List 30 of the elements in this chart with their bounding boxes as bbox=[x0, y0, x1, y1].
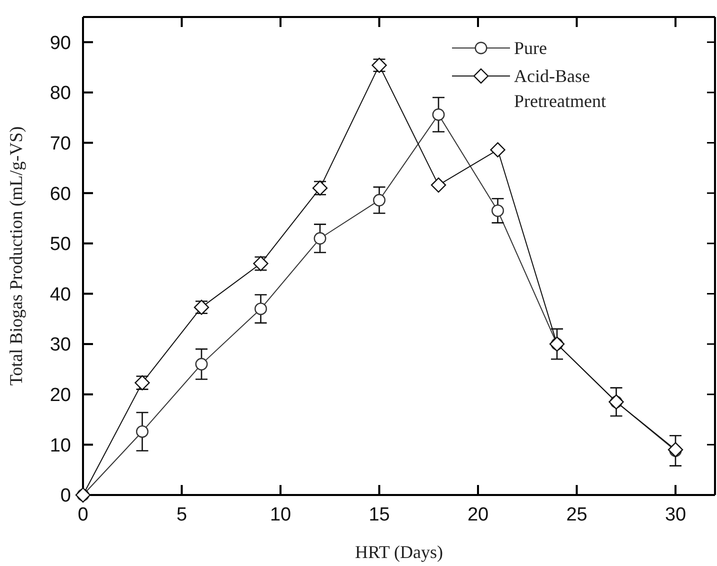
y-tick-label: 0 bbox=[60, 486, 71, 507]
x-tick-label: 15 bbox=[368, 504, 390, 526]
point bbox=[430, 177, 446, 193]
legend-label: Pure bbox=[514, 38, 548, 58]
y-tick-label: 50 bbox=[50, 234, 71, 256]
y-tick-label: 60 bbox=[50, 184, 71, 205]
point bbox=[490, 142, 506, 158]
y-tick-label: 70 bbox=[50, 133, 71, 154]
y-tick-label: 90 bbox=[50, 32, 71, 54]
point bbox=[136, 425, 148, 438]
x-axis-title: HRT (Days) bbox=[354, 542, 444, 562]
x-tick-label: 30 bbox=[664, 504, 686, 526]
x-tick-label: 20 bbox=[467, 504, 489, 526]
x-tick-label: 10 bbox=[270, 504, 292, 526]
point bbox=[314, 232, 326, 245]
y-tick-label: 20 bbox=[50, 385, 71, 406]
point bbox=[492, 204, 504, 217]
legend-label: Acid-Base Pretreatment bbox=[514, 66, 606, 111]
x-tick-label: 25 bbox=[566, 504, 588, 526]
y-axis-title: Total Biogas Production (mL/g-VS) bbox=[6, 126, 26, 386]
y-tick-label: 80 bbox=[50, 83, 71, 104]
y-tick-label: 30 bbox=[50, 334, 71, 356]
point bbox=[195, 358, 208, 370]
point bbox=[432, 108, 445, 121]
y-tick-label: 10 bbox=[50, 435, 71, 456]
point bbox=[373, 194, 386, 206]
x-tick-label: 5 bbox=[176, 504, 188, 526]
point bbox=[254, 302, 267, 316]
x-tick-label: 0 bbox=[78, 504, 88, 526]
y-tick-label: 40 bbox=[50, 284, 71, 306]
